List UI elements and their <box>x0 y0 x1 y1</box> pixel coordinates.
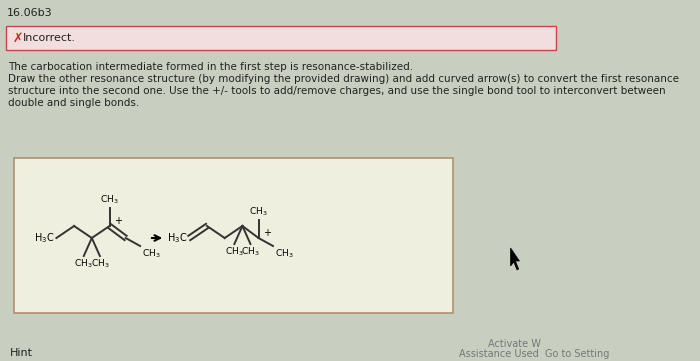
Text: CH$_3$: CH$_3$ <box>74 258 93 270</box>
Text: Activate W: Activate W <box>488 339 541 349</box>
Text: +: + <box>113 216 122 226</box>
Text: CH$_3$: CH$_3$ <box>241 246 260 258</box>
Text: CH$_3$: CH$_3$ <box>100 193 119 206</box>
Text: ✗: ✗ <box>13 31 23 44</box>
Text: CH$_3$: CH$_3$ <box>225 246 244 258</box>
Text: double and single bonds.: double and single bonds. <box>8 98 139 108</box>
Text: H$_3$C: H$_3$C <box>34 231 55 245</box>
Bar <box>15 158 454 313</box>
Text: CH$_3$: CH$_3$ <box>274 248 293 261</box>
Text: Incorrect.: Incorrect. <box>22 33 76 43</box>
Polygon shape <box>510 248 519 270</box>
Text: Assistance Used  Go to Setting: Assistance Used Go to Setting <box>459 349 610 359</box>
Text: CH$_3$: CH$_3$ <box>141 248 160 261</box>
Text: structure into the second one. Use the +/- tools to add/remove charges, and use : structure into the second one. Use the +… <box>8 86 666 96</box>
Text: H$_3$C: H$_3$C <box>167 231 188 245</box>
Text: CH$_3$: CH$_3$ <box>90 258 109 270</box>
Text: 16.06b3: 16.06b3 <box>6 8 52 18</box>
Text: Draw the other resonance structure (by modifying the provided drawing) and add c: Draw the other resonance structure (by m… <box>8 74 679 84</box>
Text: The carbocation intermediate formed in the first step is resonance-stabilized.: The carbocation intermediate formed in t… <box>8 62 413 72</box>
Text: CH$_3$: CH$_3$ <box>249 205 268 218</box>
Bar <box>6 26 556 50</box>
Text: +: + <box>262 228 270 238</box>
Text: Hint: Hint <box>10 348 33 358</box>
